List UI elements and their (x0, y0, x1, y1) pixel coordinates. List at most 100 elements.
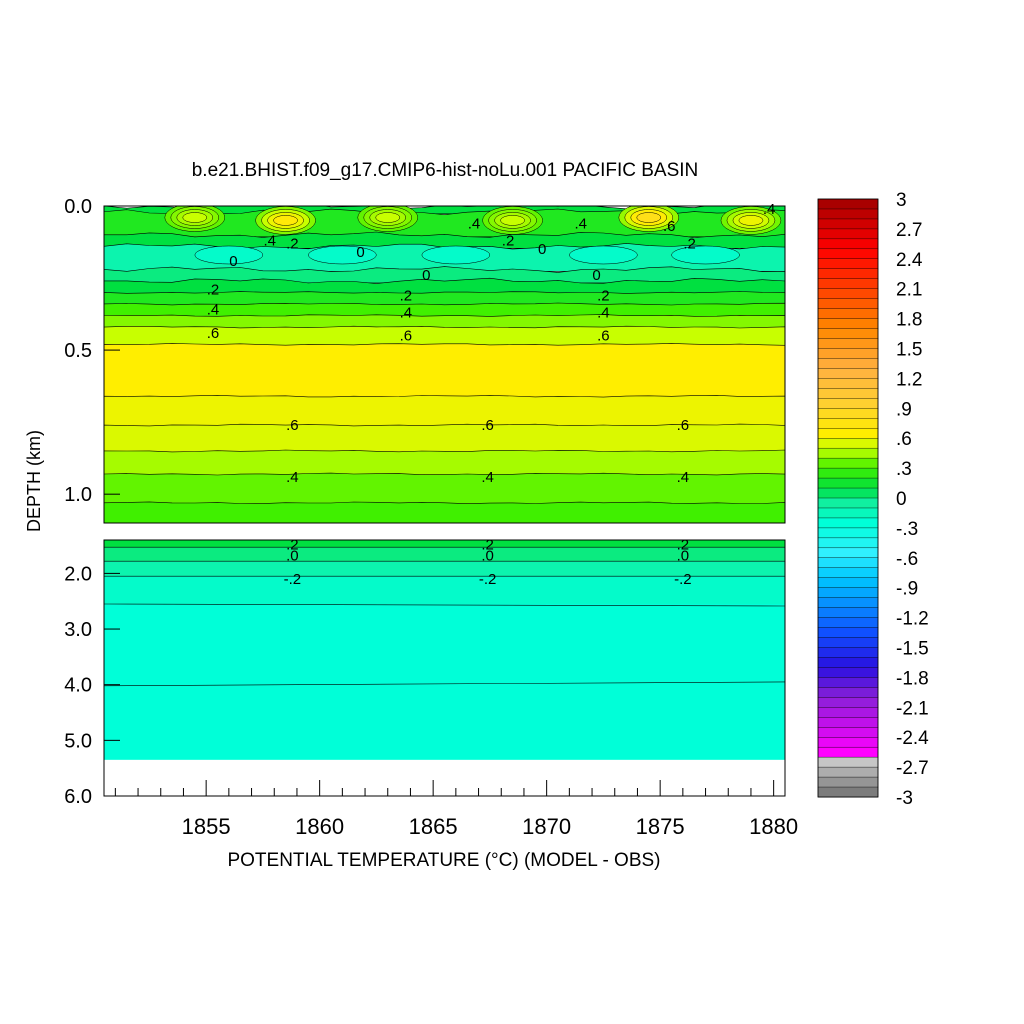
x-tick-label: 1855 (182, 814, 231, 839)
cool-blob-4 (671, 245, 740, 265)
lower-band-1 (104, 547, 785, 562)
contour-label: .2 (286, 536, 299, 553)
colorbar-segment (817, 308, 879, 320)
contour-label: .6 (400, 328, 413, 345)
lower-panel: .2.2.2.0.0.0-.2 -.2 -.22.03.04.05.06.0 (64, 536, 786, 808)
contour-label: 0 (422, 267, 430, 284)
colorbar-segment (817, 557, 879, 569)
y-tick-label: 4.0 (64, 675, 92, 697)
contour-label: .0 (286, 548, 299, 565)
colorbar-label: .9 (896, 399, 912, 420)
contour-label: .6 (481, 417, 494, 434)
colorbar-segment (817, 697, 879, 708)
contour-label: .4 (286, 469, 299, 486)
band-2 (104, 231, 785, 249)
colorbar-segment (817, 288, 879, 300)
contour-label: .6 (663, 218, 676, 235)
colorbar-segment (817, 348, 879, 359)
y-tick-label: 1.0 (64, 484, 92, 506)
contour-label: .2 (683, 235, 696, 252)
contour-line (103, 603, 786, 607)
colorbar-segment (817, 318, 879, 330)
contour-label: .0 (677, 548, 690, 565)
contour-label: .2 (502, 233, 515, 250)
colorbar-segment (817, 398, 879, 409)
band-8 (104, 314, 785, 330)
x-tick-label: 1865 (409, 814, 458, 839)
colorbar-segment (817, 487, 879, 499)
y-tick-label: 5.0 (64, 730, 92, 752)
colorbar-segment (817, 737, 879, 748)
colorbar-segment (817, 517, 879, 529)
colorbar-label: -2.4 (896, 728, 929, 749)
colorbar-segment (817, 208, 879, 220)
colorbar-segment (817, 727, 879, 738)
colorbar-segment (817, 428, 879, 439)
contour-label: .2 (286, 235, 299, 252)
contour-label: 0 (538, 241, 546, 258)
contour-label: .4 (481, 469, 494, 486)
y-tick-label: 3.0 (64, 619, 92, 641)
contour-label: .6 (286, 417, 299, 434)
contour-label: 0 (229, 253, 237, 270)
contour-label: -.2 (674, 571, 692, 588)
colorbar-segment (817, 547, 879, 559)
colorbar-segment (817, 537, 879, 549)
colorbar-segment (817, 477, 879, 489)
colorbar-label: -2.7 (896, 758, 929, 779)
x-tick-label: 1880 (749, 814, 798, 839)
cool-blob-1 (308, 245, 377, 265)
contour-label: 0 (592, 267, 600, 284)
contour-label: .4 (574, 215, 587, 232)
colorbar-segment (817, 418, 879, 429)
contour-label: -.2 (284, 571, 302, 588)
cool-blob-0 (194, 245, 264, 265)
cool-blob-3 (569, 245, 638, 265)
contour-label: .6 (597, 328, 610, 345)
colorbar-segment (817, 198, 879, 210)
colorbar-frame (817, 198, 879, 798)
colorbar-label: .6 (896, 429, 912, 450)
colorbar-segment (817, 746, 879, 758)
lower-band-3 (104, 576, 785, 604)
colorbar-segment (817, 657, 879, 668)
warm-blob-1 (273, 215, 298, 226)
colorbar-label: 1.2 (896, 369, 922, 390)
y-tick-label: 0.5 (64, 340, 92, 362)
contour-label: .0 (481, 548, 494, 565)
contour-label: .2 (481, 536, 494, 553)
contour-label: .4 (263, 233, 276, 250)
colorbar-label: 0 (896, 489, 907, 510)
colorbar-label: 3 (896, 190, 907, 211)
band-10 (104, 343, 785, 399)
colorbar-segment (817, 587, 879, 599)
colorbar-segment (817, 298, 879, 310)
contour-label: 0 (356, 244, 364, 261)
colorbar-segment (817, 677, 879, 688)
contour-label: .4 (763, 201, 776, 218)
band-4 (104, 266, 785, 284)
lower-band-4 (104, 604, 785, 760)
upper-bands (104, 206, 785, 523)
band-6 (104, 291, 785, 307)
colorbar-label: 1.5 (896, 340, 922, 361)
y-tick-label: 2.0 (64, 563, 92, 585)
colorbar-segment (817, 228, 879, 240)
colorbar-segment (817, 258, 879, 270)
lower-band-2 (104, 561, 785, 577)
colorbar-segment (817, 457, 879, 469)
colorbar-segment (817, 238, 879, 250)
contour-label: .2 (597, 287, 610, 304)
colorbar-segment (817, 447, 879, 459)
band-14 (104, 472, 785, 506)
x-tick-label: 1875 (636, 814, 685, 839)
colorbar-label: -2.1 (896, 698, 929, 719)
contour-label: .2 (677, 536, 690, 553)
lower-frame (103, 539, 786, 797)
colorbar-label: -3 (896, 788, 913, 809)
contour-label: .6 (207, 325, 220, 342)
colorbar-label: 1.8 (896, 310, 922, 331)
x-tick-label: 1860 (295, 814, 344, 839)
colorbar-segment (817, 378, 879, 389)
band-15 (104, 501, 785, 523)
